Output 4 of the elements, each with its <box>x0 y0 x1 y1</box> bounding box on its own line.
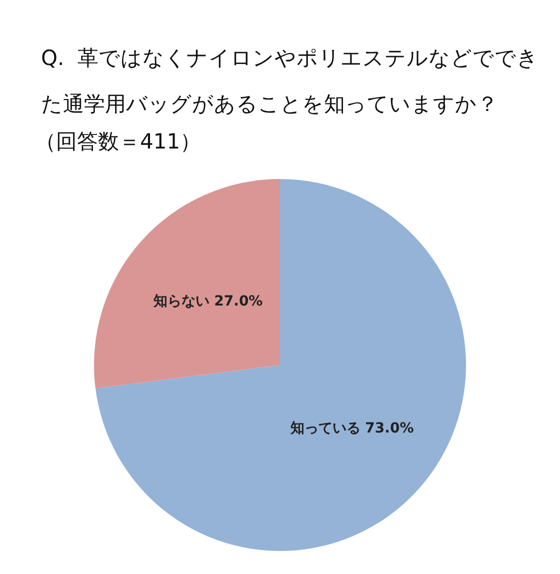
slice-label: 知らない 27.0% <box>152 294 263 310</box>
chart-subtitle: （回答数＝411） <box>35 130 202 154</box>
chart-title: Q. 革ではなくナイロンやポリエステルなどでできた通学用バッグがあることを知っていますか？ <box>41 46 539 116</box>
slice-label: 知っている 73.0% <box>289 420 414 436</box>
